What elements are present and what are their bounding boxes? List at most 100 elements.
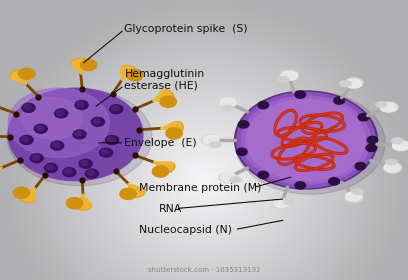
- Polygon shape: [272, 199, 290, 209]
- Polygon shape: [75, 194, 91, 210]
- Circle shape: [75, 101, 88, 109]
- Polygon shape: [282, 71, 297, 80]
- Circle shape: [238, 121, 249, 128]
- Circle shape: [32, 155, 39, 160]
- Polygon shape: [345, 192, 363, 202]
- Circle shape: [329, 178, 339, 185]
- Polygon shape: [219, 173, 236, 183]
- Text: shutterstock.com · 1635313132: shutterstock.com · 1635313132: [148, 267, 260, 273]
- Polygon shape: [161, 122, 182, 132]
- Polygon shape: [20, 188, 35, 203]
- Circle shape: [295, 91, 306, 98]
- Circle shape: [75, 131, 82, 136]
- Circle shape: [63, 168, 76, 177]
- Polygon shape: [152, 166, 169, 177]
- Polygon shape: [76, 194, 91, 209]
- Polygon shape: [121, 66, 136, 81]
- Polygon shape: [0, 167, 2, 179]
- Polygon shape: [9, 70, 27, 85]
- Polygon shape: [153, 91, 172, 101]
- Circle shape: [93, 118, 100, 123]
- Circle shape: [247, 99, 365, 181]
- Polygon shape: [230, 177, 241, 183]
- Polygon shape: [380, 102, 398, 112]
- Text: Nucleocapsid (N): Nucleocapsid (N): [139, 225, 232, 235]
- Circle shape: [81, 160, 88, 165]
- Polygon shape: [346, 192, 361, 201]
- Circle shape: [100, 148, 113, 157]
- Circle shape: [22, 97, 82, 139]
- Circle shape: [51, 141, 64, 150]
- Circle shape: [85, 169, 98, 178]
- Polygon shape: [209, 142, 221, 148]
- Circle shape: [77, 102, 84, 107]
- Polygon shape: [352, 189, 364, 194]
- Circle shape: [64, 169, 72, 174]
- Polygon shape: [222, 105, 233, 111]
- Polygon shape: [161, 122, 183, 132]
- Text: Hemagglutinin
esterase (HE): Hemagglutinin esterase (HE): [124, 69, 204, 91]
- Polygon shape: [72, 60, 87, 74]
- Circle shape: [52, 142, 60, 147]
- Polygon shape: [13, 187, 29, 198]
- Circle shape: [242, 96, 370, 184]
- Polygon shape: [19, 68, 35, 80]
- Polygon shape: [166, 128, 182, 139]
- Circle shape: [111, 106, 119, 111]
- Text: Membrane protein (M): Membrane protein (M): [139, 183, 261, 193]
- Circle shape: [237, 92, 375, 188]
- Circle shape: [79, 159, 92, 168]
- Circle shape: [334, 97, 344, 104]
- Circle shape: [20, 136, 33, 144]
- Polygon shape: [153, 90, 174, 101]
- Circle shape: [56, 110, 64, 115]
- Circle shape: [30, 154, 43, 163]
- Polygon shape: [386, 159, 397, 165]
- Circle shape: [22, 137, 29, 142]
- Polygon shape: [392, 141, 408, 150]
- Circle shape: [87, 170, 94, 175]
- Polygon shape: [284, 199, 295, 204]
- Polygon shape: [127, 70, 143, 81]
- Circle shape: [101, 149, 109, 154]
- Polygon shape: [220, 98, 236, 107]
- Text: Glycoprotein spike  (S): Glycoprotein spike (S): [124, 24, 248, 34]
- Polygon shape: [128, 183, 145, 197]
- Polygon shape: [153, 162, 173, 172]
- Polygon shape: [219, 97, 236, 107]
- Circle shape: [355, 162, 366, 170]
- Circle shape: [24, 104, 31, 109]
- Polygon shape: [376, 102, 387, 107]
- Polygon shape: [11, 71, 27, 85]
- Polygon shape: [274, 199, 289, 207]
- Circle shape: [258, 171, 268, 179]
- Polygon shape: [392, 138, 403, 143]
- Polygon shape: [0, 167, 2, 178]
- Circle shape: [73, 130, 86, 139]
- Polygon shape: [120, 188, 136, 200]
- Text: RNA: RNA: [159, 204, 182, 214]
- Circle shape: [22, 103, 35, 112]
- Polygon shape: [277, 76, 289, 82]
- Circle shape: [366, 144, 377, 151]
- Polygon shape: [384, 163, 402, 173]
- Circle shape: [295, 182, 306, 189]
- Polygon shape: [67, 198, 83, 209]
- Circle shape: [358, 114, 369, 121]
- Circle shape: [367, 136, 378, 144]
- Circle shape: [110, 105, 123, 114]
- Polygon shape: [345, 78, 363, 88]
- Text: Envelope  (E): Envelope (E): [124, 138, 197, 148]
- Polygon shape: [380, 103, 396, 112]
- Polygon shape: [384, 163, 400, 172]
- Circle shape: [106, 136, 119, 144]
- Circle shape: [235, 91, 385, 194]
- Polygon shape: [160, 96, 176, 108]
- Circle shape: [34, 124, 47, 133]
- Circle shape: [258, 101, 268, 109]
- Polygon shape: [346, 79, 361, 88]
- Polygon shape: [21, 188, 35, 202]
- Polygon shape: [71, 59, 87, 74]
- Circle shape: [107, 137, 115, 142]
- Circle shape: [36, 125, 43, 130]
